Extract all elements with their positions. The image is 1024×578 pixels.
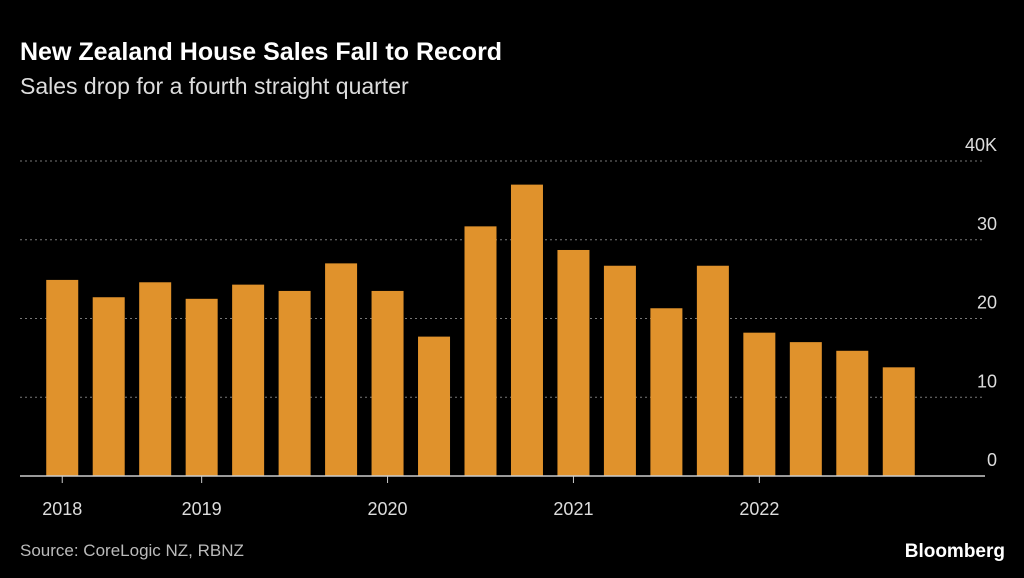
- bar: [882, 367, 915, 476]
- bar: [650, 308, 683, 476]
- x-tick-label: 2021: [553, 499, 593, 519]
- y-tick-label: 10: [977, 371, 997, 391]
- y-tick-label: 40K: [965, 135, 997, 155]
- x-tick-label: 2019: [182, 499, 222, 519]
- x-tick-label: 2022: [739, 499, 779, 519]
- bar: [92, 297, 125, 476]
- bar: [510, 184, 543, 476]
- bar: [418, 336, 451, 476]
- bar: [603, 265, 636, 476]
- bar: [696, 265, 729, 476]
- bar: [232, 284, 265, 476]
- bar: [836, 350, 869, 476]
- bar: [325, 263, 358, 476]
- bar: [46, 279, 79, 476]
- y-tick-label: 30: [977, 214, 997, 234]
- source-note: Source: CoreLogic NZ, RBNZ: [20, 541, 244, 560]
- x-tick-label: 2020: [368, 499, 408, 519]
- bar: [557, 249, 590, 476]
- y-tick-label: 20: [977, 293, 997, 313]
- chart-subtitle: Sales drop for a fourth straight quarter: [20, 73, 409, 99]
- chart-title: New Zealand House Sales Fall to Record: [20, 38, 502, 66]
- bar: [371, 290, 404, 476]
- bar: [278, 290, 311, 476]
- brand-logo: Bloomberg: [905, 541, 1005, 562]
- bar: [743, 332, 776, 476]
- bar: [464, 226, 497, 476]
- bar: [185, 298, 218, 476]
- x-tick-label: 2018: [42, 499, 82, 519]
- bar: [139, 282, 172, 476]
- y-tick-label: 0: [987, 450, 997, 470]
- bar: [789, 342, 822, 476]
